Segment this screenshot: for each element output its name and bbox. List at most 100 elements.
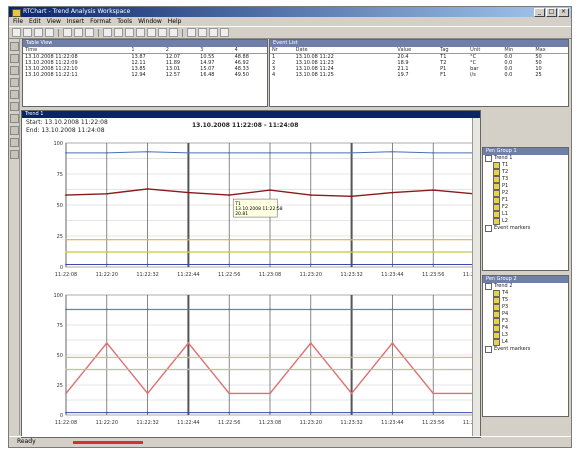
open-folder-icon[interactable]: [23, 28, 32, 37]
cut-icon[interactable]: [63, 28, 72, 37]
pen-color-icon: [493, 169, 500, 176]
tree-item[interactable]: Trend 1: [483, 155, 568, 162]
column-header[interactable]: Time: [23, 47, 130, 54]
layer-tool-icon[interactable]: [9, 138, 19, 147]
pause-icon[interactable]: [158, 28, 167, 37]
paste-icon[interactable]: [85, 28, 94, 37]
tree-item[interactable]: P3: [483, 304, 568, 311]
table-row[interactable]: 1 13.10.08 11:22 20.4 T1 °C 0.0 50: [270, 54, 568, 61]
table-row[interactable]: 13.10.2008 11:22:08 13.87 12.07 10.55 48…: [23, 54, 267, 61]
text-tool-icon[interactable]: [9, 66, 19, 75]
zoom-out-icon[interactable]: [114, 28, 123, 37]
close-button[interactable]: ×: [558, 8, 569, 17]
stop-icon[interactable]: [169, 28, 178, 37]
tree-item[interactable]: Trend 2: [483, 283, 568, 290]
tree-item[interactable]: Event markers: [483, 225, 568, 232]
tree-item[interactable]: F3: [483, 318, 568, 325]
table-row[interactable]: 4 13.10.08 11:25 19.7 F1 l/s 0.0 25: [270, 72, 568, 78]
menu-edit[interactable]: Edit: [29, 18, 41, 25]
y-tick-label: 0: [60, 413, 63, 419]
data-point: [65, 411, 67, 414]
pen-tree-top-title[interactable]: Pen Group 1: [483, 148, 568, 155]
tree-item[interactable]: T4: [483, 290, 568, 297]
tree-item[interactable]: T3: [483, 176, 568, 183]
export-tool-icon[interactable]: [9, 114, 19, 123]
tree-item[interactable]: F1: [483, 197, 568, 204]
ruler-tool-icon[interactable]: [9, 90, 19, 99]
trend-range-info: Start: 13.10.2008 11:22:08 End: 13.10.20…: [26, 119, 108, 135]
menu-insert[interactable]: Insert: [66, 18, 85, 25]
trend-chart-bottom[interactable]: 11:22:08 11:22:20 11:22:32 11:22:44 11:22:56…: [22, 289, 480, 435]
tree-item[interactable]: T2: [483, 169, 568, 176]
filter-tool-icon[interactable]: [9, 126, 19, 135]
tree-item[interactable]: F2: [483, 204, 568, 211]
column-header[interactable]: Nr: [270, 47, 294, 54]
menu-window[interactable]: Window: [138, 18, 162, 25]
maximize-button[interactable]: □: [546, 8, 557, 17]
zoom-in-icon[interactable]: [103, 28, 112, 37]
table-row[interactable]: 3 13.10.08 11:24 21.1 P1 bar 0.0 10: [270, 66, 568, 72]
vertical-scrollbar[interactable]: [472, 118, 480, 437]
event-list-title[interactable]: Event List: [270, 40, 568, 47]
table-view-title[interactable]: Table View: [23, 40, 267, 47]
column-header[interactable]: Date: [293, 47, 396, 54]
tree-item[interactable]: Event markers: [483, 346, 568, 353]
tree-item-label: T4: [502, 290, 509, 296]
tree-item[interactable]: F4: [483, 325, 568, 332]
line-tool-icon[interactable]: [9, 54, 19, 63]
column-header[interactable]: Value: [395, 47, 439, 54]
grid-tool-icon[interactable]: [9, 102, 19, 111]
title-bar[interactable]: RTChart - Trend Analysis Workspace _ □ ×: [9, 7, 571, 17]
menu-view[interactable]: View: [46, 18, 61, 25]
save-icon[interactable]: [34, 28, 43, 37]
help-icon[interactable]: [220, 28, 229, 37]
tree-item[interactable]: P4: [483, 311, 568, 318]
refresh-tool-icon[interactable]: [9, 150, 19, 159]
column-header[interactable]: 3: [198, 47, 233, 54]
chart-icon[interactable]: [187, 28, 196, 37]
menu-tools[interactable]: Tools: [117, 18, 133, 25]
trend-chart-top[interactable]: 11:22:08 11:22:20 11:22:32 11:22:44 11:22:56…: [22, 137, 480, 287]
tree-item[interactable]: L3: [483, 332, 568, 339]
print-icon[interactable]: [45, 28, 54, 37]
column-header[interactable]: Min: [502, 47, 534, 54]
copy-icon[interactable]: [74, 28, 83, 37]
minimize-button[interactable]: _: [534, 8, 545, 17]
new-file-icon[interactable]: [12, 28, 21, 37]
column-header[interactable]: Tag: [438, 47, 469, 54]
table-icon[interactable]: [198, 28, 207, 37]
column-header[interactable]: 1: [129, 47, 164, 54]
marker-tool-icon[interactable]: [9, 78, 19, 87]
pen-color-icon: [493, 290, 500, 297]
table-row[interactable]: 13.10.2008 11:22:11 12.94 12.57 16.48 49…: [23, 72, 267, 78]
tree-item[interactable]: T5: [483, 297, 568, 304]
menu-help[interactable]: Help: [167, 18, 182, 25]
play-icon[interactable]: [147, 28, 156, 37]
data-point: [350, 152, 353, 154]
data-point: [269, 356, 271, 359]
cursor-icon[interactable]: [136, 28, 145, 37]
tree-item[interactable]: P2: [483, 190, 568, 197]
tree-item[interactable]: L1: [483, 211, 568, 218]
pen-tree-bottom-title[interactable]: Pen Group 2: [483, 276, 568, 283]
table-row[interactable]: 13.10.2008 11:22:09 12.11 11.89 14.97 46…: [23, 60, 267, 66]
column-header[interactable]: 4: [232, 47, 267, 54]
settings-icon[interactable]: [209, 28, 218, 37]
tree-item[interactable]: P1: [483, 183, 568, 190]
trend-window-title[interactable]: Trend 1: [22, 111, 480, 118]
tree-item[interactable]: T1: [483, 162, 568, 169]
menu-file[interactable]: File: [13, 18, 24, 25]
table-row[interactable]: 2 13.10.08 11:23 18.9 T2 °C 0.0 50: [270, 60, 568, 66]
tree-item[interactable]: L4: [483, 339, 568, 346]
menu-format[interactable]: Format: [90, 18, 112, 25]
column-header[interactable]: Unit: [468, 47, 503, 54]
data-point: [432, 189, 435, 192]
tree-item[interactable]: L2: [483, 218, 568, 225]
table-row[interactable]: 13.10.2008 11:22:10 13.85 13.01 15.07 48…: [23, 66, 267, 72]
data-point: [432, 356, 435, 359]
column-header[interactable]: Max: [533, 47, 568, 54]
table-cell: 13.10.08 11:23: [295, 60, 334, 66]
pointer-tool-icon[interactable]: [9, 42, 19, 51]
column-header[interactable]: 2: [163, 47, 199, 54]
pan-icon[interactable]: [125, 28, 134, 37]
